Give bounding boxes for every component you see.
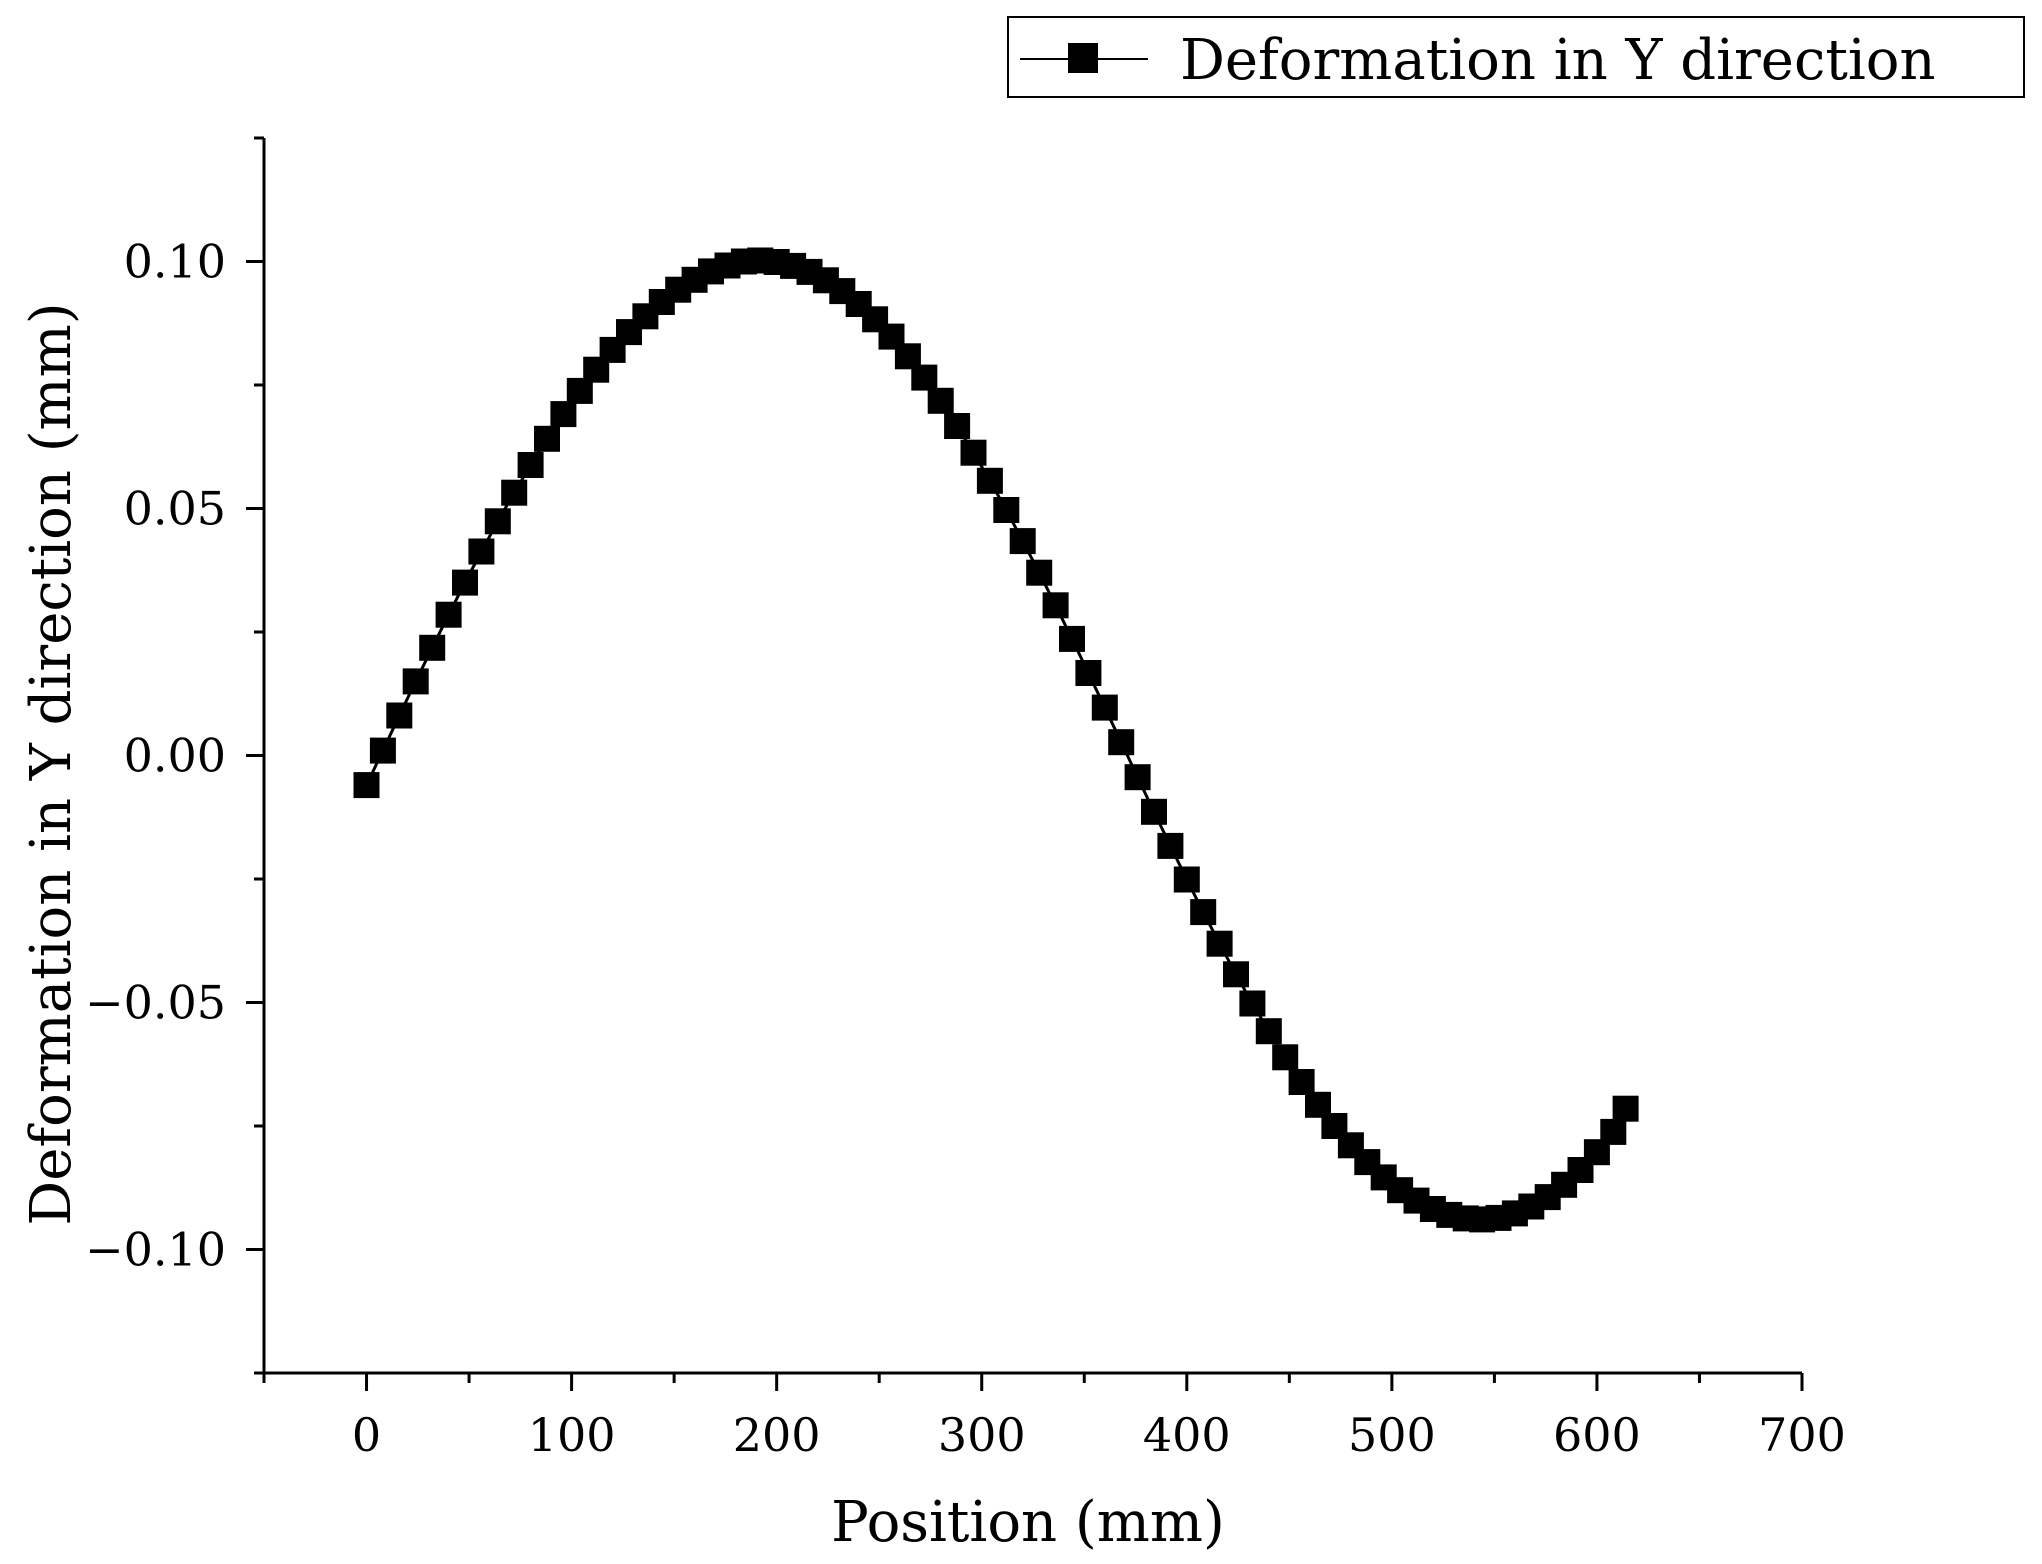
data-point — [976, 467, 1003, 494]
data-point — [1042, 592, 1069, 619]
data-point — [468, 538, 495, 565]
x-tick-label: 500 — [1348, 1408, 1436, 1462]
data-point — [369, 737, 396, 764]
data-point — [1026, 559, 1053, 586]
data-point — [452, 569, 478, 596]
x-tick-label: 100 — [528, 1408, 616, 1462]
data-point — [944, 413, 971, 439]
y-tick-label: 0.05 — [124, 482, 226, 536]
y-tick-label: −0.05 — [85, 976, 226, 1030]
data-point — [1190, 899, 1217, 926]
data-point — [353, 772, 380, 799]
series-layer — [353, 247, 1639, 1233]
data-point — [1124, 764, 1151, 791]
data-point — [1272, 1044, 1299, 1071]
data-point — [386, 702, 413, 729]
data-point — [1600, 1118, 1627, 1145]
y-axis-title: Deformation in Y direction (mm) — [19, 302, 84, 1225]
data-point — [927, 387, 954, 414]
data-point — [501, 479, 528, 506]
data-point — [1255, 1018, 1282, 1045]
data-point — [484, 508, 511, 535]
data-point — [1075, 660, 1102, 686]
data-point — [1223, 961, 1249, 988]
data-point — [960, 439, 987, 466]
legend-marker — [1068, 43, 1098, 73]
data-point — [1009, 528, 1036, 555]
data-point — [402, 668, 429, 695]
ticks — [246, 136, 1804, 1391]
x-tick-label: 200 — [733, 1408, 821, 1462]
data-point — [1108, 729, 1135, 756]
data-point — [1141, 798, 1167, 825]
x-tick-label: 300 — [938, 1408, 1026, 1462]
data-point — [993, 497, 1020, 523]
x-tick-label: 400 — [1143, 1408, 1231, 1462]
data-point — [1091, 694, 1118, 721]
x-tick-label: 0 — [352, 1408, 381, 1462]
y-tick-label: −0.10 — [85, 1223, 226, 1277]
y-tick-label: 0.00 — [124, 729, 226, 783]
data-point — [1059, 625, 1085, 652]
data-point — [435, 601, 462, 628]
data-point — [534, 425, 560, 452]
legend-box — [1007, 16, 2025, 98]
x-axis-title: Position (mm) — [831, 1490, 1225, 1555]
data-point — [1239, 990, 1266, 1017]
data-point — [550, 401, 577, 428]
y-tick-label: 0.10 — [124, 235, 226, 289]
x-tick-label: 600 — [1553, 1408, 1641, 1462]
data-point — [1288, 1069, 1315, 1095]
data-point — [911, 364, 938, 391]
tick-labels: 0 100 200 300 400 500 600 700 0.10 0.05 0.00 −0.05 −… — [85, 235, 1846, 1463]
data-point — [1173, 866, 1200, 893]
data-point — [1157, 832, 1184, 859]
data-point — [1206, 930, 1233, 957]
legend: Deformation in Y direction — [1007, 16, 2025, 98]
data-point — [419, 634, 446, 661]
data-point — [1612, 1095, 1639, 1122]
data-point — [517, 452, 544, 478]
x-tick-label: 700 — [1758, 1408, 1846, 1462]
legend-label: Deformation in Y direction — [1180, 28, 1936, 93]
